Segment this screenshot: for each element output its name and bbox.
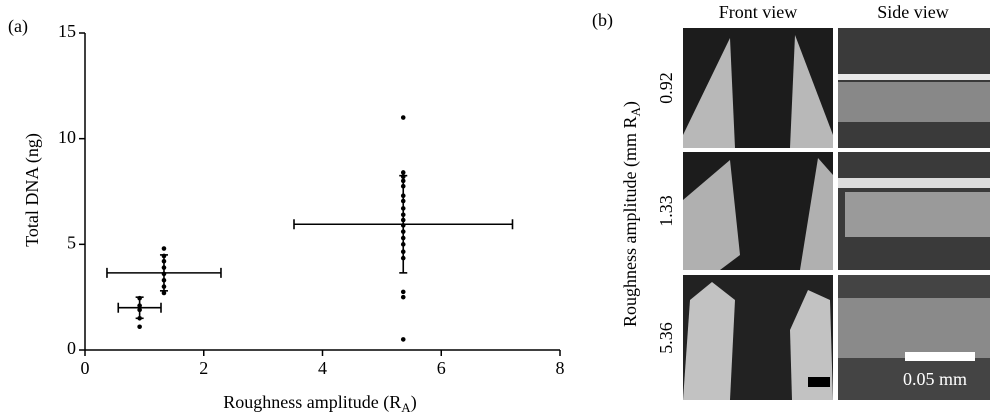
- surface: [838, 82, 990, 122]
- row-axis-label: Roughness amplitude (mm RA): [620, 101, 643, 327]
- needle: [790, 35, 833, 148]
- scale-bar: [808, 377, 830, 387]
- row-label-sub: A: [628, 106, 643, 116]
- needle: [683, 160, 740, 270]
- row-label-end: ): [620, 101, 641, 107]
- scale-bar: [905, 352, 975, 361]
- error-bar-horizontal: [117, 302, 162, 313]
- panel-label: (a): [8, 16, 28, 37]
- x-label-sub: A: [401, 400, 411, 415]
- panel-label: (b): [592, 10, 613, 31]
- y-tick-label: 5: [67, 232, 76, 252]
- x-tick-label: 2: [199, 358, 208, 378]
- row-label: 1.33: [656, 195, 676, 227]
- edge: [838, 178, 990, 188]
- y-tick-label: 15: [58, 21, 76, 41]
- point: [400, 170, 406, 175]
- point: [400, 294, 406, 300]
- point: [137, 324, 142, 330]
- surface: [838, 298, 990, 358]
- y-axis-label: Total DNA (ng): [22, 133, 43, 247]
- point: [161, 246, 167, 251]
- needle: [790, 290, 833, 400]
- needle: [683, 38, 735, 148]
- x-tick-label: 0: [81, 358, 90, 378]
- x-label-text: Roughness amplitude (R: [223, 392, 401, 413]
- needle: [683, 282, 735, 400]
- error-bar-horizontal: [106, 267, 222, 278]
- y-tick-label: 10: [58, 127, 76, 147]
- x-axis-label: Roughness amplitude (RA): [223, 392, 416, 415]
- point: [400, 289, 406, 295]
- row-label-text: Roughness amplitude (mm R: [620, 116, 641, 327]
- y-tick-label: 0: [67, 338, 76, 358]
- x-label-end: ): [411, 392, 417, 413]
- x-tick-label: 6: [437, 358, 446, 378]
- edge: [838, 74, 990, 80]
- x-tick-label: 8: [556, 358, 565, 378]
- column-label: Front view: [719, 2, 798, 22]
- row-label: 5.36: [656, 322, 676, 354]
- point: [400, 337, 406, 342]
- column-label: Side view: [877, 2, 949, 22]
- surface: [845, 192, 990, 237]
- point: [400, 115, 406, 120]
- error-bar-horizontal: [293, 219, 514, 230]
- needle: [800, 158, 833, 270]
- scale-label: 0.05 mm: [903, 369, 967, 389]
- micrographs: 0.05 mm: [683, 28, 990, 400]
- point: [161, 290, 167, 296]
- x-tick-label: 4: [318, 358, 327, 378]
- row-label: 0.92: [656, 72, 676, 104]
